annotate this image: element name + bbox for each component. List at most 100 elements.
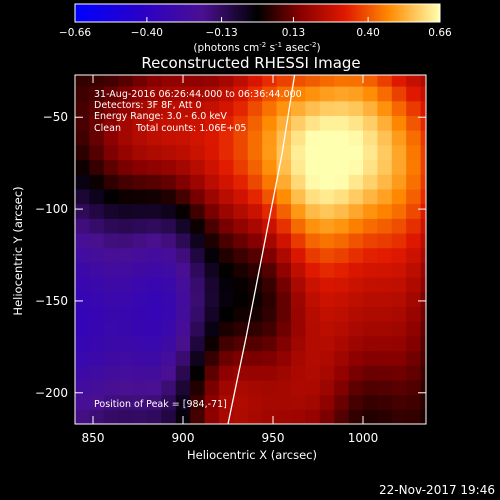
heatmap-cell — [175, 394, 191, 410]
heatmap-cell — [89, 365, 105, 381]
heatmap-cell — [132, 291, 148, 308]
heatmap-cell — [89, 379, 105, 396]
heatmap-cell — [291, 144, 306, 161]
heatmap-cell — [190, 350, 206, 366]
heatmap-cell — [291, 335, 306, 352]
heatmap-cell — [305, 115, 321, 131]
heatmap-cell — [363, 321, 378, 337]
heatmap-cell — [161, 100, 177, 117]
heatmap-cell — [219, 144, 234, 161]
heatmap-cell — [406, 130, 422, 146]
colorbar-tick-label: 0.66 — [428, 27, 452, 39]
heatmap-cell — [204, 365, 220, 381]
heatmap-cell — [118, 203, 134, 219]
heatmap-cell — [118, 247, 134, 263]
heatmap-cell — [75, 218, 90, 234]
heatmap-cell — [132, 306, 148, 322]
heatmap-cell — [262, 335, 278, 352]
heatmap-cell — [276, 394, 292, 410]
heatmap-cell — [75, 188, 90, 205]
heatmap-cell — [247, 203, 263, 219]
heatmap-cell — [247, 188, 263, 205]
heatmap-cell — [118, 291, 134, 308]
heatmap-cell — [132, 86, 148, 102]
heatmap-cell — [276, 277, 292, 293]
heatmap-cell — [334, 232, 350, 249]
heatmap-cell — [348, 130, 364, 146]
heatmap-cell — [276, 365, 292, 381]
heatmap-cell — [161, 335, 177, 352]
heatmap-cell — [305, 144, 321, 161]
heatmap-cell — [204, 130, 220, 146]
heatmap-cell — [406, 321, 422, 337]
heatmap-cell — [348, 203, 364, 219]
heatmap-cell — [89, 247, 105, 263]
heatmap-cell — [118, 350, 134, 366]
heatmap-cell — [161, 144, 177, 161]
heatmap-cell — [147, 174, 162, 190]
heatmap-cells — [75, 75, 426, 424]
heatmap-cell — [420, 321, 426, 337]
heatmap-cell — [219, 100, 234, 117]
heatmap-cell — [233, 174, 249, 190]
heatmap-cell — [406, 144, 422, 161]
heatmap-cell — [319, 218, 335, 234]
heatmap-cell — [262, 130, 278, 146]
heatmap-cell — [334, 174, 350, 190]
heatmap-cell — [420, 335, 426, 352]
heatmap-cell — [75, 350, 90, 366]
heatmap-cell — [233, 306, 249, 322]
heatmap-cell — [118, 335, 134, 352]
heatmap-cell — [161, 394, 177, 410]
heatmap-cell — [305, 86, 321, 102]
heatmap-cell — [204, 218, 220, 234]
heatmap-cell — [89, 262, 105, 278]
heatmap-cell — [147, 75, 162, 87]
heatmap-cell — [103, 188, 119, 205]
heatmap-cell — [247, 115, 263, 131]
heatmap-cell — [406, 188, 422, 205]
heatmap-cell — [247, 277, 263, 293]
heatmap-cell — [276, 232, 292, 249]
heatmap-cell — [420, 365, 426, 381]
heatmap-cell — [89, 232, 105, 249]
heatmap-cell — [103, 144, 119, 161]
heatmap-cell — [219, 247, 234, 263]
heatmap-cell — [377, 247, 393, 263]
heatmap-cell — [319, 115, 335, 131]
heatmap-cell — [219, 188, 234, 205]
heatmap-cell — [276, 247, 292, 263]
heatmap-cell — [291, 409, 306, 424]
heatmap-cell — [406, 409, 422, 424]
heatmap-cell — [420, 115, 426, 131]
heatmap-cell — [103, 218, 119, 234]
heatmap-cell — [363, 247, 378, 263]
heatmap-cell — [175, 86, 191, 102]
heatmap-cell — [219, 277, 234, 293]
heatmap-cell — [406, 306, 422, 322]
heatmap-cell — [377, 350, 393, 366]
heatmap-cell — [334, 350, 350, 366]
heatmap-cell — [132, 130, 148, 146]
heatmap-cell — [233, 115, 249, 131]
heatmap-cell — [377, 100, 393, 117]
heatmap-cell — [132, 144, 148, 161]
heatmap-cell — [89, 350, 105, 366]
heatmap-cell — [118, 75, 134, 87]
heatmap-cell — [391, 159, 407, 175]
heatmap-cell — [391, 86, 407, 102]
heatmap-cell — [132, 218, 148, 234]
heatmap-cell — [305, 394, 321, 410]
heatmap-cell — [233, 350, 249, 366]
heatmap-cell — [190, 174, 206, 190]
heatmap-cell — [348, 321, 364, 337]
heatmap-cell — [305, 379, 321, 396]
heatmap-cell — [161, 203, 177, 219]
heatmap-cell — [233, 218, 249, 234]
heatmap-cell — [420, 232, 426, 249]
heatmap-cell — [391, 247, 407, 263]
heatmap-cell — [118, 379, 134, 396]
heatmap-cell — [175, 130, 191, 146]
heatmap-cell — [118, 86, 134, 102]
heatmap-cell — [219, 115, 234, 131]
